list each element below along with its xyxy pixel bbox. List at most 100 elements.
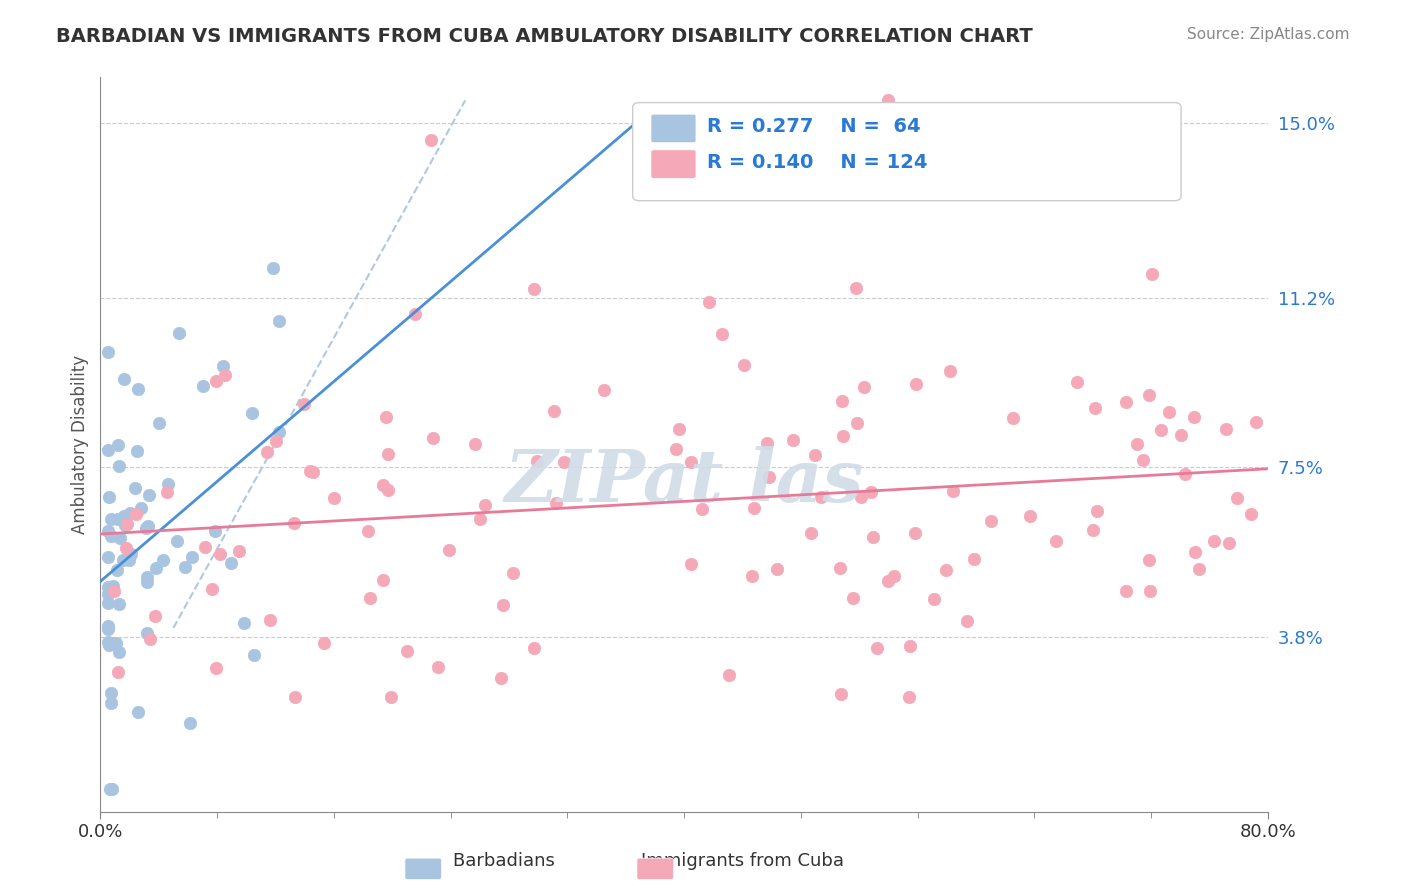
- Point: [1215, 421, 1237, 435]
- Point: [395, 644, 418, 658]
- Point: [284, 690, 307, 704]
- Point: [439, 542, 461, 557]
- Point: [194, 541, 217, 555]
- Point: [259, 613, 281, 627]
- Point: [167, 326, 190, 340]
- Point: [1001, 410, 1024, 425]
- Point: [380, 690, 402, 704]
- Text: ZIPat las: ZIPat las: [505, 446, 863, 516]
- Point: [105, 563, 128, 577]
- Point: [1159, 404, 1181, 418]
- Point: [219, 556, 242, 570]
- Point: [900, 640, 922, 654]
- Point: [502, 566, 524, 580]
- Point: [135, 570, 157, 584]
- Point: [593, 383, 616, 397]
- Point: [668, 422, 690, 436]
- Point: [110, 532, 132, 546]
- Text: BARBADIAN VS IMMIGRANTS FROM CUBA AMBULATORY DISABILITY CORRELATION CHART: BARBADIAN VS IMMIGRANTS FROM CUBA AMBULA…: [56, 27, 1033, 45]
- Point: [862, 530, 884, 544]
- Point: [100, 781, 122, 796]
- Point: [733, 359, 755, 373]
- Point: [464, 437, 486, 451]
- Point: [262, 261, 284, 276]
- Point: [97, 524, 120, 538]
- Point: [420, 133, 443, 147]
- Point: [312, 636, 335, 650]
- Point: [963, 551, 986, 566]
- Point: [118, 552, 141, 566]
- Point: [831, 394, 853, 409]
- Point: [1142, 267, 1164, 281]
- Point: [267, 425, 290, 440]
- Point: [232, 616, 254, 631]
- Point: [107, 512, 129, 526]
- Point: [1045, 534, 1067, 549]
- Text: R = 0.140    N = 124: R = 0.140 N = 124: [707, 153, 928, 172]
- Point: [127, 443, 149, 458]
- Point: [942, 483, 965, 498]
- Point: [1132, 453, 1154, 467]
- Point: [800, 525, 823, 540]
- Point: [546, 496, 568, 510]
- Point: [100, 696, 122, 710]
- Point: [1226, 491, 1249, 506]
- Point: [115, 516, 138, 531]
- Point: [422, 431, 444, 445]
- Point: [97, 635, 120, 649]
- Point: [1184, 545, 1206, 559]
- Point: [679, 455, 702, 469]
- Text: R = 0.277    N =  64: R = 0.277 N = 64: [707, 117, 921, 136]
- Point: [125, 508, 148, 522]
- Point: [139, 632, 162, 647]
- Point: [1126, 437, 1149, 451]
- Point: [283, 516, 305, 531]
- Point: [107, 438, 129, 452]
- Point: [127, 382, 149, 396]
- Point: [1150, 423, 1173, 437]
- Point: [243, 648, 266, 662]
- Point: [204, 524, 226, 539]
- Point: [120, 547, 142, 561]
- Text: Source: ZipAtlas.com: Source: ZipAtlas.com: [1187, 27, 1350, 42]
- Point: [269, 314, 291, 328]
- Point: [166, 533, 188, 548]
- Point: [373, 574, 395, 588]
- Point: [804, 448, 827, 462]
- Point: [489, 671, 512, 685]
- Point: [474, 499, 496, 513]
- Point: [828, 561, 851, 575]
- Point: [114, 517, 136, 532]
- Point: [905, 377, 928, 392]
- Point: [129, 501, 152, 516]
- Point: [97, 587, 120, 601]
- Point: [156, 476, 179, 491]
- Point: [103, 584, 125, 599]
- Point: [1081, 523, 1104, 537]
- Point: [152, 553, 174, 567]
- Point: [97, 345, 120, 359]
- Point: [108, 597, 131, 611]
- Point: [543, 403, 565, 417]
- Point: [156, 484, 179, 499]
- Point: [766, 561, 789, 575]
- Point: [866, 640, 889, 655]
- Point: [107, 665, 129, 680]
- Point: [214, 368, 236, 383]
- Point: [876, 574, 898, 588]
- Point: [292, 397, 315, 411]
- Point: [98, 781, 121, 796]
- Point: [742, 501, 765, 516]
- Point: [357, 524, 380, 538]
- Point: [679, 557, 702, 571]
- Point: [1204, 533, 1226, 548]
- Point: [845, 416, 868, 430]
- Point: [831, 429, 853, 443]
- Point: [810, 490, 832, 504]
- Point: [256, 445, 278, 459]
- Point: [922, 592, 945, 607]
- Point: [180, 549, 202, 564]
- Point: [1084, 401, 1107, 415]
- Point: [468, 512, 491, 526]
- Point: [877, 94, 900, 108]
